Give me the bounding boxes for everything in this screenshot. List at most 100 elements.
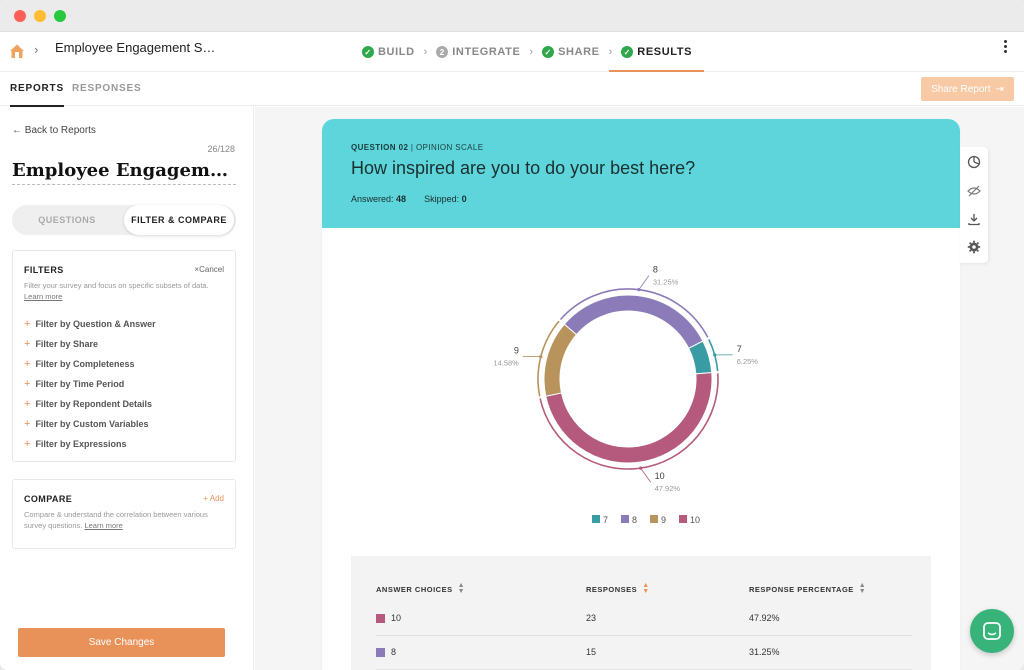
report-title-input[interactable]: Employee Engagement Survey bbox=[12, 160, 236, 185]
toggle-questions[interactable]: QUESTIONS bbox=[38, 215, 96, 225]
top-nav: › Employee Engagement S… ✓ BUILD › 2 INT… bbox=[0, 32, 1024, 73]
question-header: QUESTION 02 | OPINION SCALE How inspired… bbox=[322, 119, 960, 228]
donut-slice-9 bbox=[543, 323, 578, 397]
sort-icon: ▲ ▼ bbox=[457, 582, 466, 595]
close-icon: × bbox=[194, 265, 200, 274]
sort-icon: ▲ ▼ bbox=[858, 582, 867, 595]
step-integrate[interactable]: 2 INTEGRATE bbox=[436, 32, 520, 72]
leader-line bbox=[638, 275, 650, 290]
legend-label-9: 9 bbox=[661, 515, 666, 525]
filter-respondent-details[interactable]: + Filter by Repondent Details bbox=[24, 398, 152, 410]
leader-dot bbox=[713, 353, 717, 357]
question-label: QUESTION 02 | OPINION SCALE bbox=[351, 143, 484, 152]
add-compare-button[interactable]: + Add bbox=[203, 494, 224, 503]
table-row: 8 15 31.25% bbox=[376, 637, 912, 670]
chevron-right-icon: › bbox=[423, 46, 428, 58]
step-build[interactable]: ✓ BUILD bbox=[362, 32, 415, 72]
tab-reports[interactable]: REPORTS bbox=[10, 83, 64, 107]
color-swatch bbox=[376, 614, 385, 623]
sub-nav: REPORTS RESPONSES Share Report ⇥ bbox=[0, 72, 1024, 107]
header-response-percentage[interactable]: RESPONSE PERCENTAGE ▲ ▼ bbox=[749, 582, 867, 595]
legend-label-10: 10 bbox=[690, 515, 700, 525]
check-icon: ✓ bbox=[542, 46, 555, 58]
toggle-filter-compare[interactable]: FILTER & COMPARE bbox=[124, 205, 234, 235]
question-text: How inspired are you to do your best her… bbox=[351, 158, 696, 178]
filter-custom-variables[interactable]: + Filter by Custom Variables bbox=[24, 418, 149, 430]
filter-time-period[interactable]: + Filter by Time Period bbox=[24, 378, 125, 390]
arrow-left-icon: ← bbox=[12, 125, 22, 136]
cancel-filters-button[interactable]: ×Cancel bbox=[194, 265, 224, 274]
more-options-icon[interactable] bbox=[1004, 40, 1008, 54]
chat-icon bbox=[983, 622, 1001, 640]
legend-swatch-7 bbox=[592, 515, 600, 523]
data-label-category: 8 bbox=[653, 265, 658, 275]
leader-dot bbox=[637, 288, 641, 292]
plus-icon: + bbox=[24, 318, 31, 330]
sort-icon: ▲ ▼ bbox=[642, 582, 650, 595]
filter-completeness[interactable]: + Filter by Completeness bbox=[24, 358, 135, 370]
color-swatch bbox=[376, 648, 385, 657]
workflow-steps: ✓ BUILD › 2 INTEGRATE › ✓ SHARE › ✓ RESU… bbox=[362, 32, 704, 73]
skipped-stat: Skipped: 0 bbox=[424, 194, 467, 204]
filter-question-answer[interactable]: + Filter by Question & Answer bbox=[24, 318, 156, 330]
title-char-count: 26/128 bbox=[207, 144, 235, 154]
download-icon[interactable] bbox=[967, 212, 981, 226]
minimize-window-button[interactable] bbox=[34, 10, 46, 22]
tab-responses[interactable]: RESPONSES bbox=[72, 83, 142, 94]
compare-description: Compare & understand the correlation bet… bbox=[24, 510, 208, 530]
check-icon: ✓ bbox=[621, 46, 634, 58]
step-results[interactable]: ✓ RESULTS bbox=[609, 32, 704, 73]
close-window-button[interactable] bbox=[14, 10, 26, 22]
check-icon: ✓ bbox=[362, 46, 374, 58]
donut-slice-8 bbox=[563, 294, 704, 349]
donut-slice-7 bbox=[688, 340, 713, 375]
leader-line bbox=[640, 467, 651, 483]
legend-label-7: 7 bbox=[603, 515, 608, 525]
plus-icon: + bbox=[24, 438, 31, 450]
plus-icon: + bbox=[24, 418, 31, 430]
header-responses[interactable]: RESPONSES ▲ ▼ bbox=[586, 582, 650, 595]
filters-panel: FILTERS ×Cancel Filter your survey and f… bbox=[12, 250, 236, 462]
plus-icon: + bbox=[24, 398, 31, 410]
sidebar: ← Back to Reports 26/128 Employee Engage… bbox=[0, 107, 254, 670]
header-answer-choices[interactable]: ANSWER CHOICES ▲ ▼ bbox=[376, 582, 466, 595]
maximize-window-button[interactable] bbox=[54, 10, 66, 22]
share-report-button[interactable]: Share Report ⇥ bbox=[921, 77, 1014, 101]
chevron-right-icon: › bbox=[34, 42, 39, 57]
legend-swatch-10 bbox=[679, 515, 687, 523]
legend-label-8: 8 bbox=[632, 515, 637, 525]
question-card: QUESTION 02 | OPINION SCALE How inspired… bbox=[322, 119, 960, 670]
filter-expressions[interactable]: + Filter by Expressions bbox=[24, 438, 127, 450]
filters-title: FILTERS bbox=[24, 265, 64, 275]
data-label-category: 7 bbox=[737, 344, 742, 354]
data-label-percent: 47.92% bbox=[655, 484, 681, 493]
chart-type-icon[interactable] bbox=[967, 155, 981, 169]
report-area: QUESTION 02 | OPINION SCALE How inspired… bbox=[255, 107, 1024, 670]
chevron-right-icon: › bbox=[608, 46, 613, 58]
step-number-badge: 2 bbox=[436, 46, 449, 58]
back-to-reports-link[interactable]: ← Back to Reports bbox=[12, 125, 96, 136]
survey-name[interactable]: Employee Engagement S… bbox=[55, 40, 216, 55]
filter-share[interactable]: + Filter by Share bbox=[24, 338, 98, 350]
gear-icon[interactable] bbox=[967, 240, 981, 254]
chat-button[interactable] bbox=[970, 609, 1014, 653]
export-icon: ⇥ bbox=[995, 83, 1004, 95]
donut-chart: 8 31.25% 7 6.25% 10 47.92% 9 14.58% 7 8 9 10 bbox=[493, 265, 758, 525]
save-changes-button[interactable]: Save Changes bbox=[18, 628, 225, 657]
plus-icon: + bbox=[203, 494, 210, 503]
learn-more-link[interactable]: Learn more bbox=[84, 521, 123, 530]
table-row: 10 23 47.92% bbox=[376, 603, 912, 636]
plus-icon: + bbox=[24, 378, 31, 390]
question-stats: Answered: 48 Skipped: 0 bbox=[351, 194, 467, 204]
legend-swatch-8 bbox=[621, 515, 629, 523]
hide-icon[interactable] bbox=[967, 184, 981, 198]
step-share[interactable]: ✓ SHARE bbox=[542, 32, 600, 72]
view-toggle: QUESTIONS FILTER & COMPARE bbox=[12, 205, 236, 235]
title-bar bbox=[0, 0, 1024, 32]
learn-more-link[interactable]: Learn more bbox=[24, 292, 63, 301]
compare-title: COMPARE bbox=[24, 494, 73, 504]
chevron-right-icon: › bbox=[529, 46, 534, 58]
home-icon[interactable] bbox=[9, 43, 25, 59]
answered-stat: Answered: 48 bbox=[351, 194, 407, 204]
